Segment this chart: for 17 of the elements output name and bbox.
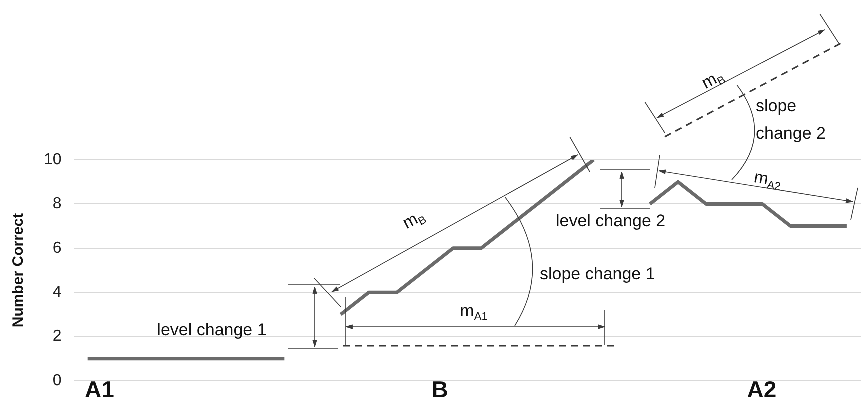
y-tick-label: 6 [52, 240, 62, 257]
text: slope change 2 [756, 96, 826, 143]
y-tick-label: 8 [52, 196, 62, 213]
y-tick-label: 4 [52, 284, 62, 302]
y-tick-label: 2 [52, 328, 62, 346]
y-tick-label: 10 [44, 151, 62, 168]
annotation: B [432, 376, 448, 402]
annotation: level change 1 [157, 320, 267, 340]
text: mB [698, 69, 728, 93]
y-axis-title: Number Correct [10, 213, 28, 328]
annotation: A2 [747, 376, 777, 402]
annotation: mB [400, 209, 429, 233]
annotation: mA2 [752, 167, 782, 194]
annotation: slope change 1 [540, 264, 656, 284]
annotation: level change 2 [556, 212, 666, 231]
annotation: A1 [85, 376, 115, 402]
y-tick-label: 0 [52, 372, 62, 390]
